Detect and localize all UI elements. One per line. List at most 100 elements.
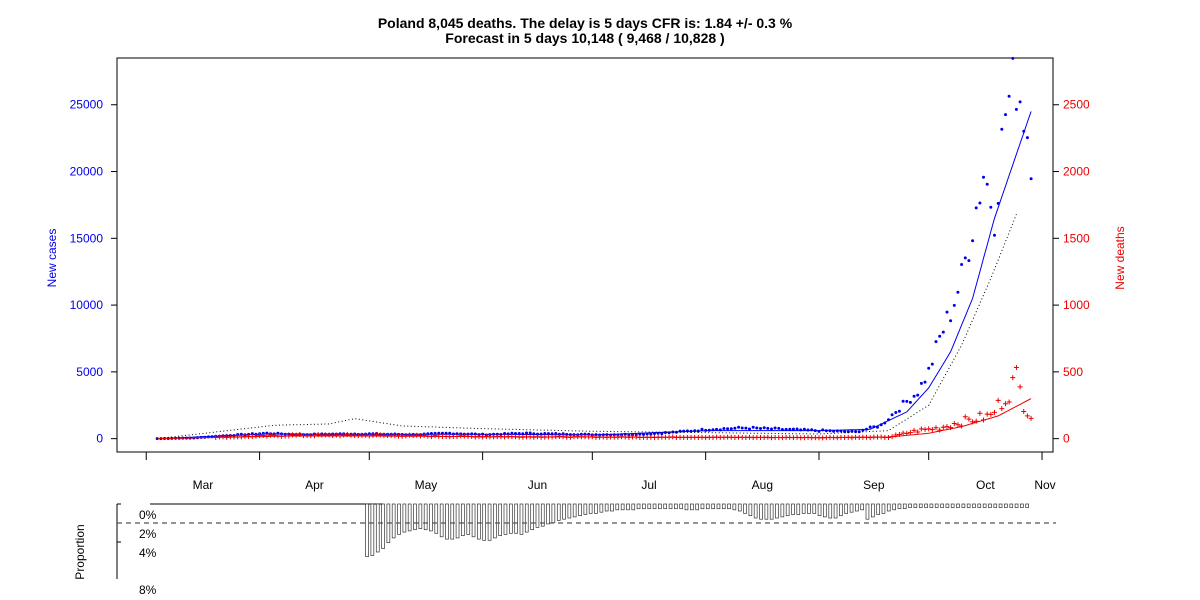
case-point — [850, 429, 854, 433]
proportion-ticks: 0% 2% 4% 8% — [116, 503, 383, 597]
proportion-bar — [418, 503, 423, 529]
death-point — [966, 416, 972, 422]
proportion-bar — [642, 503, 646, 510]
series-layer — [155, 56, 1034, 441]
proportion-bar — [626, 503, 630, 511]
proportion-bar — [530, 503, 534, 531]
x-tick-label: Oct — [976, 478, 995, 492]
proportion-bar — [876, 503, 880, 515]
proportion-bar — [711, 503, 715, 510]
proportion-bar — [375, 503, 380, 553]
case-point — [960, 263, 964, 266]
y-axis-left-label: New cases — [45, 229, 59, 288]
y-right-tick-label: 1500 — [1063, 231, 1090, 245]
case-point — [766, 426, 770, 430]
proportion-bar — [551, 503, 556, 524]
proportion-bar — [993, 503, 998, 508]
proportion-bar — [477, 503, 481, 540]
case-point — [748, 427, 751, 431]
case-point — [791, 427, 795, 431]
death-point — [1017, 384, 1023, 390]
death-point — [995, 397, 1001, 403]
x-tick-label: Jun — [528, 478, 547, 492]
series-line — [157, 214, 1017, 440]
proportion-bar — [466, 503, 471, 535]
death-point — [937, 427, 943, 433]
proportion-bar — [934, 503, 939, 508]
death-point — [926, 426, 932, 432]
proportion-bar — [524, 503, 529, 533]
proportion-bar — [737, 503, 742, 512]
proportion-bar — [493, 503, 497, 539]
y-right-tick-label: 2000 — [1063, 165, 1090, 179]
proportion-bar — [764, 503, 769, 520]
plot-frame — [116, 57, 1054, 453]
series-deaths-forecast — [157, 214, 1017, 440]
x-tick-label: Mar — [193, 478, 214, 492]
case-point — [934, 340, 938, 344]
x-tick-label: Aug — [752, 478, 773, 492]
proportion-bar — [546, 503, 550, 525]
proportion-bar — [716, 503, 721, 510]
case-point — [1014, 107, 1018, 111]
proportion-bar — [1009, 503, 1014, 508]
y-axis-right-label: New deaths — [1113, 226, 1127, 289]
death-point — [432, 433, 438, 439]
y-axis-right-ticks: 0 500 1000 1500 2000 2500 — [1053, 98, 1090, 446]
case-point — [927, 366, 931, 370]
case-point — [916, 393, 920, 397]
case-point — [971, 239, 975, 243]
death-point — [326, 432, 332, 438]
y-right-tick-label: 500 — [1063, 365, 1083, 379]
proportion-bar — [556, 503, 561, 521]
proportion-bar — [407, 503, 412, 532]
proportion-bar — [918, 503, 923, 508]
proportion-bar — [886, 503, 891, 512]
proportion-bar — [700, 503, 705, 510]
case-point — [528, 431, 532, 435]
proportion-bar — [881, 503, 886, 514]
proportion-bar — [455, 503, 460, 539]
proportion-bar — [690, 503, 694, 511]
death-point — [363, 432, 369, 438]
proportion-bar — [817, 503, 822, 517]
y-left-tick-label: 0 — [96, 432, 103, 446]
proportion-bar — [844, 503, 848, 514]
proportion-bar — [562, 503, 566, 520]
y-right-tick-label: 2500 — [1063, 98, 1090, 112]
proportion-bar — [753, 503, 758, 519]
y-left-tick-label: 25000 — [70, 98, 104, 112]
proportion-bar — [514, 503, 518, 534]
proportion-bar — [908, 503, 912, 508]
death-point — [1021, 408, 1027, 414]
case-point — [956, 290, 960, 294]
death-point — [933, 425, 939, 431]
case-point — [649, 432, 653, 436]
proportion-bar — [721, 503, 726, 510]
case-point — [854, 430, 858, 434]
death-point — [907, 430, 913, 436]
proportion-bar — [743, 503, 747, 514]
y-left-tick-label: 10000 — [70, 298, 104, 312]
proportion-bar — [828, 503, 833, 519]
proportion-bar — [652, 503, 657, 510]
case-point — [945, 310, 949, 314]
case-point — [1029, 177, 1033, 181]
case-point — [740, 426, 744, 430]
series-line — [157, 398, 1032, 440]
proportion-bar — [636, 503, 641, 510]
proportion-bar — [977, 503, 982, 508]
y-left-tick-label: 15000 — [70, 231, 104, 245]
proportion-bar — [727, 503, 731, 510]
proportion-tick-label: 2% — [139, 527, 157, 541]
series-line — [157, 111, 1032, 440]
proportion-bar — [498, 503, 502, 536]
proportion-bar — [950, 503, 955, 508]
death-point — [992, 409, 997, 415]
proportion-bar — [381, 503, 385, 549]
proportion-bar — [865, 503, 870, 520]
proportion-bar — [684, 503, 689, 511]
case-point — [912, 394, 916, 398]
death-point — [1024, 413, 1030, 419]
